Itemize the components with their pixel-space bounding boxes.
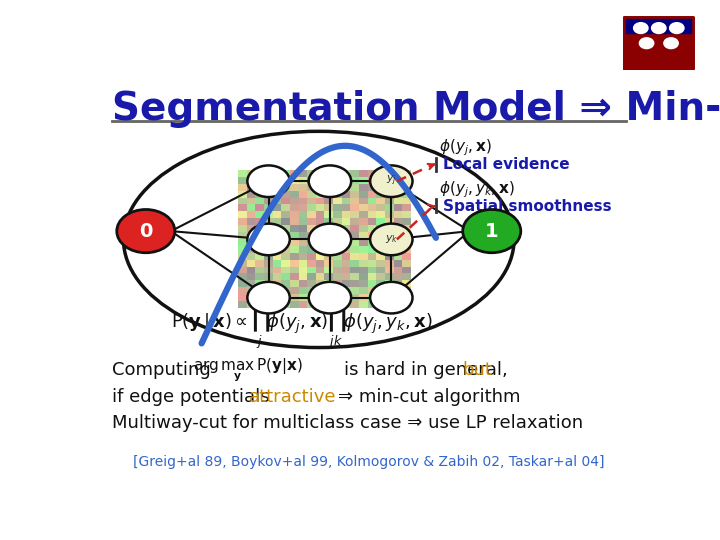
Text: $\arg\max_{\mathbf{y}}\, \mathrm{P}(\mathbf{y}|\mathbf{x})$: $\arg\max_{\mathbf{y}}\, \mathrm{P}(\mat… xyxy=(193,357,303,384)
Text: Local evidence: Local evidence xyxy=(443,157,570,172)
Bar xyxy=(626,19,691,33)
Text: $y_k$: $y_k$ xyxy=(384,233,398,246)
Text: Computing: Computing xyxy=(112,361,211,380)
Circle shape xyxy=(309,165,351,197)
Circle shape xyxy=(664,38,678,49)
Circle shape xyxy=(309,282,351,313)
Text: Spatial smoothness: Spatial smoothness xyxy=(443,199,611,214)
Circle shape xyxy=(652,23,666,33)
Text: [Greig+al 89, Boykov+al 99, Kolmogorov & Zabih 02, Taskar+al 04]: [Greig+al 89, Boykov+al 99, Kolmogorov &… xyxy=(133,455,605,469)
Text: $\phi(y_j, \mathbf{x})$: $\phi(y_j, \mathbf{x})$ xyxy=(438,138,492,158)
Circle shape xyxy=(639,38,654,49)
FancyBboxPatch shape xyxy=(623,16,695,70)
Circle shape xyxy=(370,165,413,197)
Text: $\mathrm{P}(\mathbf{y}\,|\,\mathbf{x}) \propto \prod_{j} \phi(y_j,\mathbf{x})\pr: $\mathrm{P}(\mathbf{y}\,|\,\mathbf{x}) \… xyxy=(171,307,433,351)
Circle shape xyxy=(248,165,289,197)
Circle shape xyxy=(634,23,648,33)
Text: 0: 0 xyxy=(139,221,153,241)
Text: is hard in general,: is hard in general, xyxy=(344,361,508,380)
Text: if edge potentials: if edge potentials xyxy=(112,388,270,407)
Text: ⇒ min-cut algorithm: ⇒ min-cut algorithm xyxy=(338,388,521,407)
Circle shape xyxy=(309,224,351,255)
Text: but: but xyxy=(463,361,492,380)
Text: attractive: attractive xyxy=(249,388,336,407)
Circle shape xyxy=(670,23,684,33)
Circle shape xyxy=(370,282,413,313)
Text: Segmentation Model ⇒ Min-Cut: Segmentation Model ⇒ Min-Cut xyxy=(112,90,720,128)
Circle shape xyxy=(463,210,521,253)
Circle shape xyxy=(248,282,289,313)
Circle shape xyxy=(370,224,413,255)
Text: $\phi(y_j, y_k, \mathbf{x})$: $\phi(y_j, y_k, \mathbf{x})$ xyxy=(438,179,515,200)
Circle shape xyxy=(248,224,289,255)
Text: $y_j$: $y_j$ xyxy=(386,174,397,188)
Text: Multiway-cut for multiclass case ⇒ use LP relaxation: Multiway-cut for multiclass case ⇒ use L… xyxy=(112,414,583,432)
Text: 1: 1 xyxy=(485,221,498,241)
Circle shape xyxy=(117,210,175,253)
